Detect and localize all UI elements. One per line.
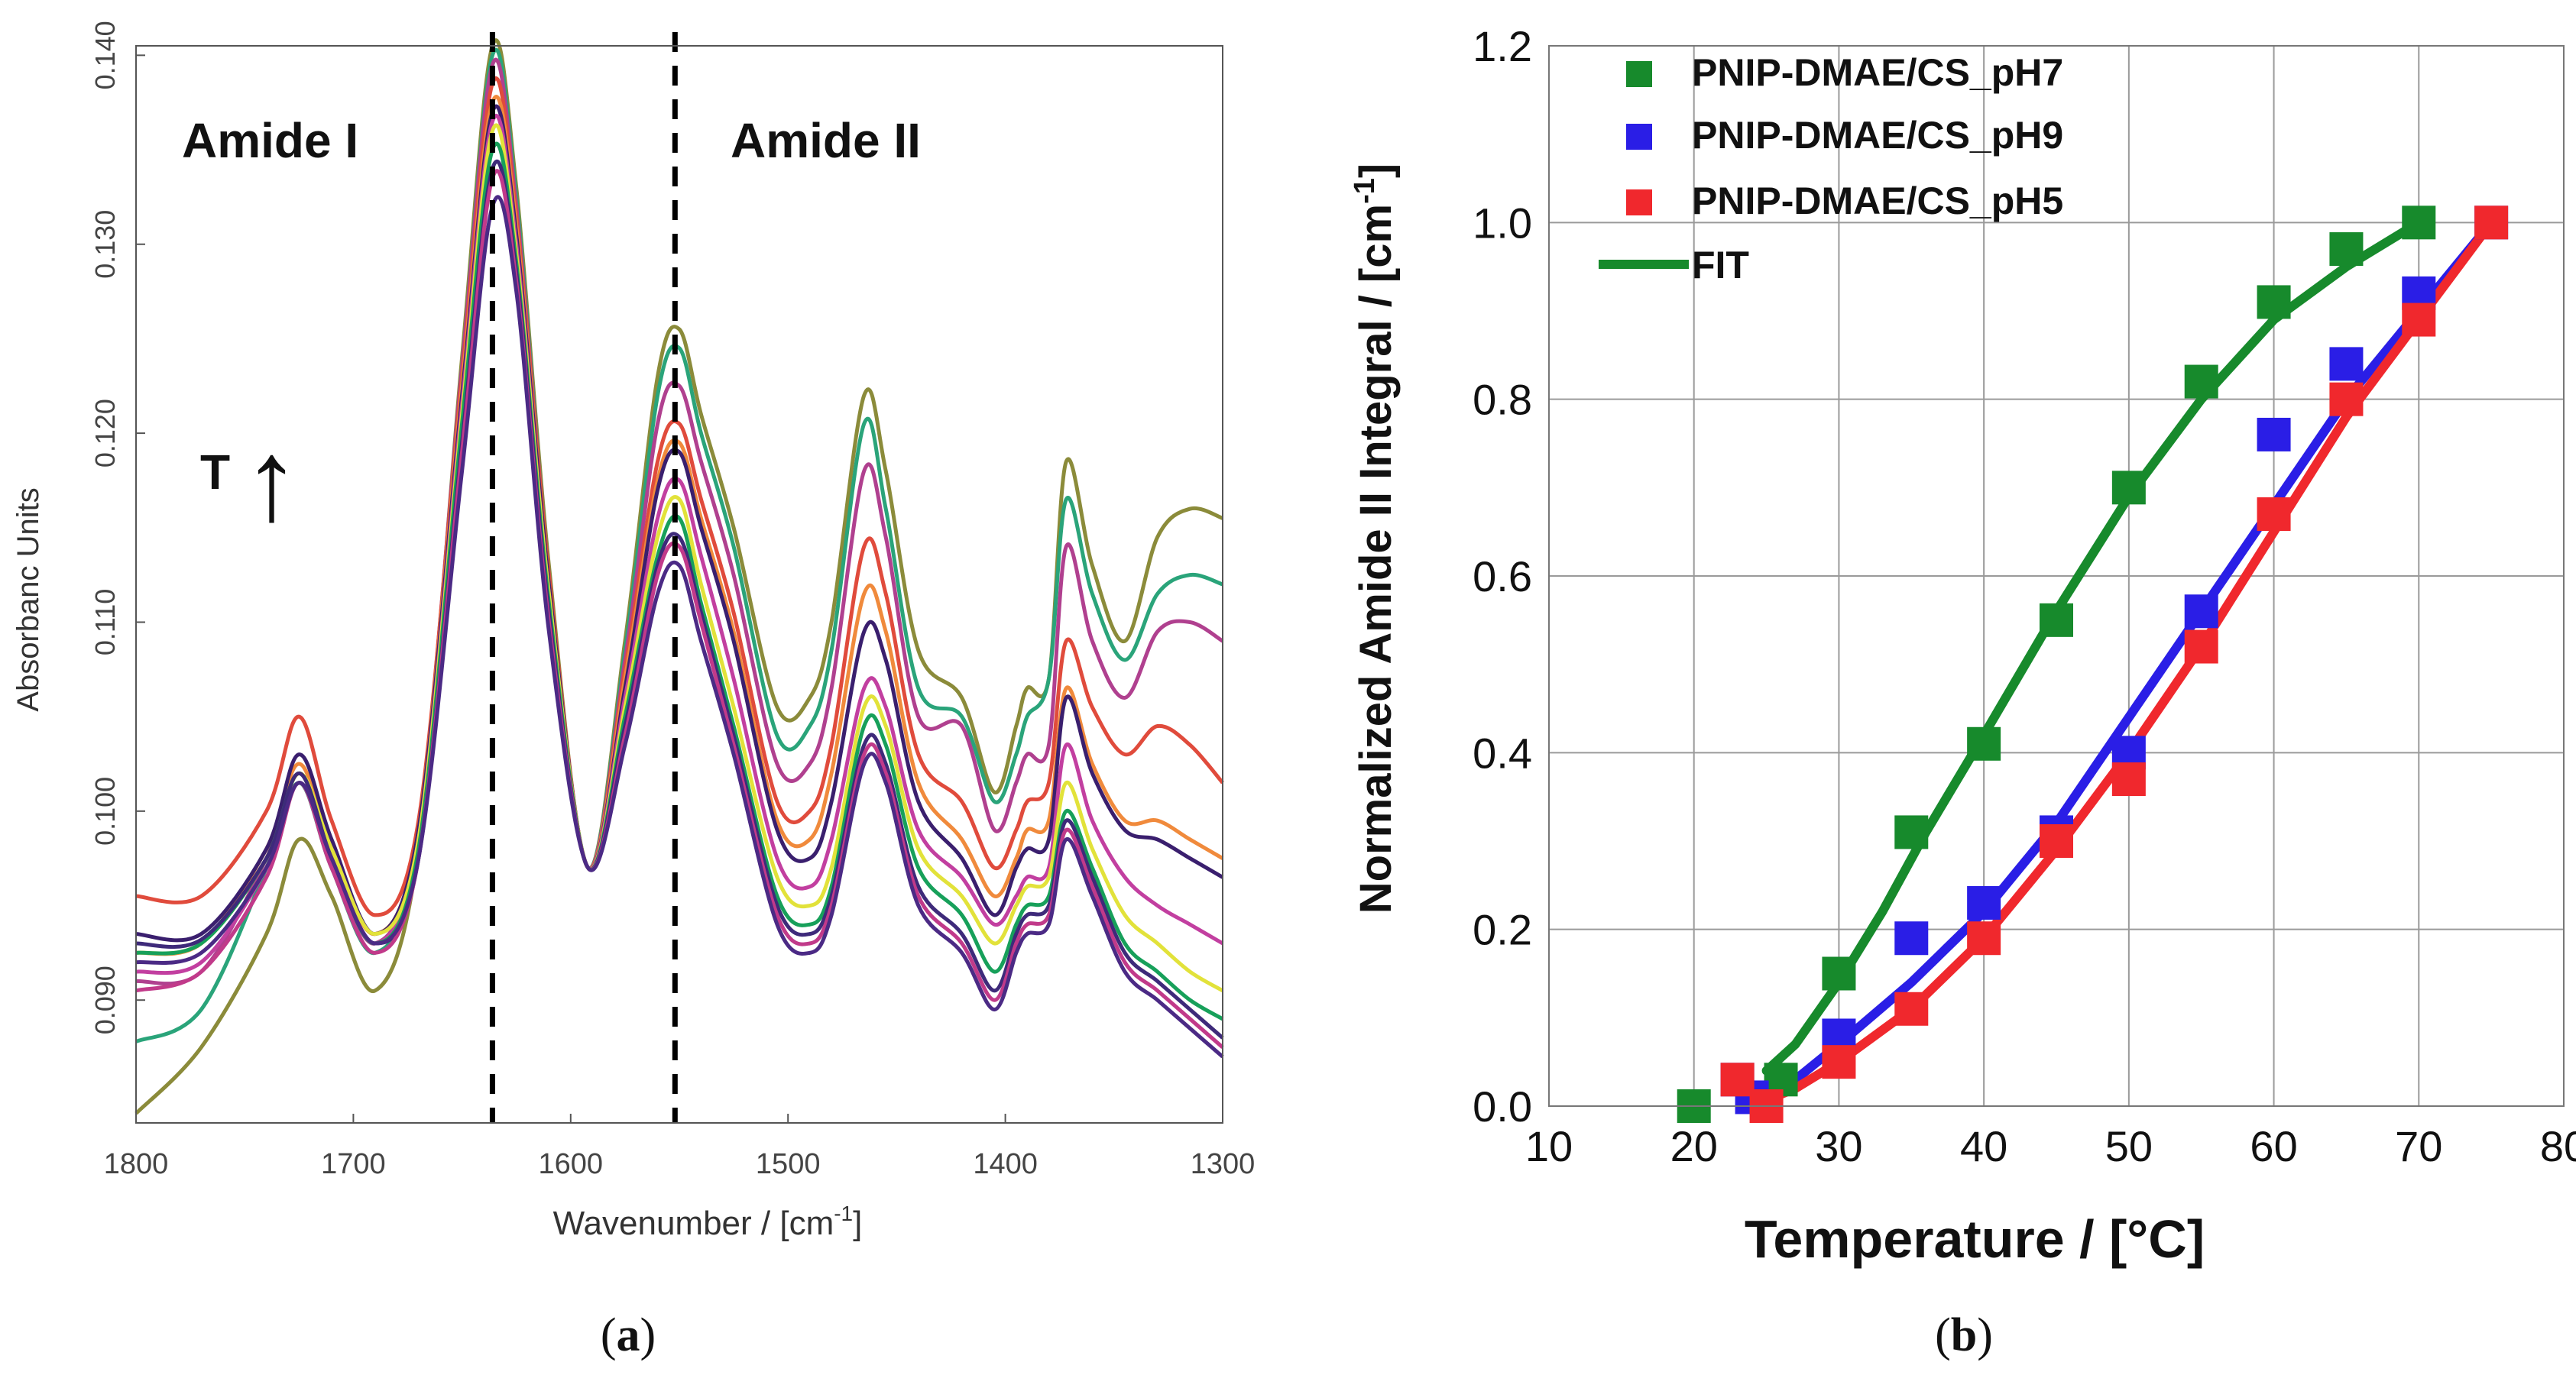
legend-marker-ph7: [1626, 61, 1652, 87]
x-tick-label: 10: [1525, 1122, 1573, 1170]
y-tick-label: 0.130: [89, 210, 121, 279]
panel-b-data-points: [1677, 205, 2509, 1123]
y-tick-label: 0.4: [1473, 729, 1532, 777]
legend-label-fit: FIT: [1692, 244, 1749, 286]
data-point-series-1: [2329, 232, 2364, 267]
data-point-series-1: [1894, 815, 1929, 849]
data-point-series-3: [2474, 205, 2509, 240]
panel-a-frame: [135, 45, 1223, 1124]
data-point-series-2: [2329, 347, 2364, 381]
data-point-series-3: [1720, 1063, 1755, 1097]
y-tick-label: 0.140: [89, 21, 121, 89]
legend-label-ph7: PNIP-DMAE/CS_pH7: [1692, 51, 2063, 94]
data-point-series-3: [1822, 1045, 1856, 1079]
y-tick-label: 0.120: [89, 399, 121, 467]
data-point-series-3: [2402, 302, 2436, 337]
data-point-series-2: [2257, 417, 2291, 451]
spectrum-line-12: [135, 195, 1224, 1059]
legend-label-ph5: PNIP-DMAE/CS_pH5: [1692, 180, 2063, 222]
y-tick-label: 0.0: [1473, 1082, 1532, 1131]
panel-b-legend: PNIP-DMAE/CS_pH7 PNIP-DMAE/CS_pH9 PNIP-D…: [1599, 51, 2063, 286]
panel-b-caption: (b): [1935, 1309, 1993, 1361]
panel-a-x-axis-label: Wavenumber / [cm-1]: [553, 1202, 863, 1242]
data-point-series-2: [2184, 594, 2218, 629]
x-tick-label: 60: [2250, 1122, 2297, 1170]
y-tick-label: 0.100: [89, 777, 121, 846]
y-tick-label: 0.6: [1473, 552, 1532, 600]
panel-b-integral-chart: 0.0 0.2 0.4 0.6 0.8 1.0 1.2 10 20 30 40 50 60 70 80 N…: [1349, 22, 2576, 1361]
spectrum-line-4: [135, 76, 1224, 917]
y-tick-label: 0.090: [89, 966, 121, 1034]
data-point-series-2: [1967, 885, 2001, 920]
x-tick-label: 1700: [321, 1148, 386, 1180]
data-point-series-3: [2111, 762, 2146, 797]
legend-label-ph9: PNIP-DMAE/CS_pH9: [1692, 114, 2063, 157]
panel-a-caption: (a): [601, 1309, 656, 1361]
x-tick-label: 30: [1815, 1122, 1862, 1170]
x-tick-label: 1600: [539, 1148, 604, 1180]
panel-b-y-ticks: 0.0 0.2 0.4 0.6 0.8 1.0 1.2: [1473, 22, 1532, 1131]
x-tick-label: 70: [2395, 1122, 2442, 1170]
y-tick-label: 1.0: [1473, 199, 1532, 247]
data-point-series-1: [2111, 471, 2146, 505]
panel-b-x-axis-label: Temperature / [°C]: [1745, 1209, 2205, 1269]
x-tick-label: 1800: [104, 1148, 169, 1180]
panel-b-x-ticks: 10 20 30 40 50 60 70 80: [1525, 1122, 2576, 1170]
x-tick-label: 50: [2105, 1122, 2153, 1170]
data-point-series-3: [1894, 992, 1929, 1026]
panel-b-y-axis-label: Normalized Amide II Integral / [cm-1]: [1349, 163, 1401, 914]
x-tick-label: 80: [2540, 1122, 2576, 1170]
x-tick-label: 20: [1670, 1122, 1718, 1170]
x-tick-label: 1400: [973, 1148, 1038, 1180]
data-point-series-3: [1967, 921, 2001, 956]
spectrum-line-8: [135, 123, 1224, 993]
data-point-series-3: [2329, 382, 2364, 416]
data-point-series-1: [2402, 205, 2436, 240]
y-tick-label: 0.2: [1473, 906, 1532, 954]
panel-a-x-ticks: 1800 1700 1600 1500 1400 1300: [104, 1114, 1256, 1180]
amide-ii-annotation: Amide II: [731, 113, 921, 168]
x-tick-label: 1300: [1191, 1148, 1256, 1180]
y-tick-label: 0.110: [89, 589, 121, 655]
x-tick-label: 1500: [756, 1148, 821, 1180]
panel-a-y-axis-label: Absorbanc Units: [11, 487, 45, 711]
data-point-series-1: [2040, 603, 2073, 637]
data-point-series-3: [2257, 497, 2291, 532]
x-tick-label: 40: [1960, 1122, 2007, 1170]
panel-b-frame: [1548, 45, 2565, 1107]
temperature-label: T: [200, 445, 230, 500]
data-point-series-1: [1822, 956, 1856, 991]
data-point-series-3: [2184, 629, 2218, 664]
amide-i-annotation: Amide I: [182, 113, 358, 168]
data-point-series-1: [2184, 364, 2218, 399]
legend-marker-ph9: [1626, 124, 1652, 150]
temperature-arrow-icon: ↑: [243, 416, 300, 544]
legend-marker-ph5: [1626, 189, 1652, 215]
data-point-series-1: [1967, 726, 2001, 761]
data-point-series-2: [1894, 921, 1929, 956]
y-tick-label: 1.2: [1473, 22, 1532, 70]
y-tick-label: 0.8: [1473, 376, 1532, 424]
panel-a-dashed-markers: [489, 32, 678, 1123]
data-point-series-3: [2040, 824, 2073, 858]
panel-a-y-ticks: 0.090 0.100 0.110 0.120 0.130 0.140: [89, 21, 145, 1034]
panel-a-plot-area: [136, 46, 1223, 1123]
data-point-series-1: [2257, 285, 2291, 319]
